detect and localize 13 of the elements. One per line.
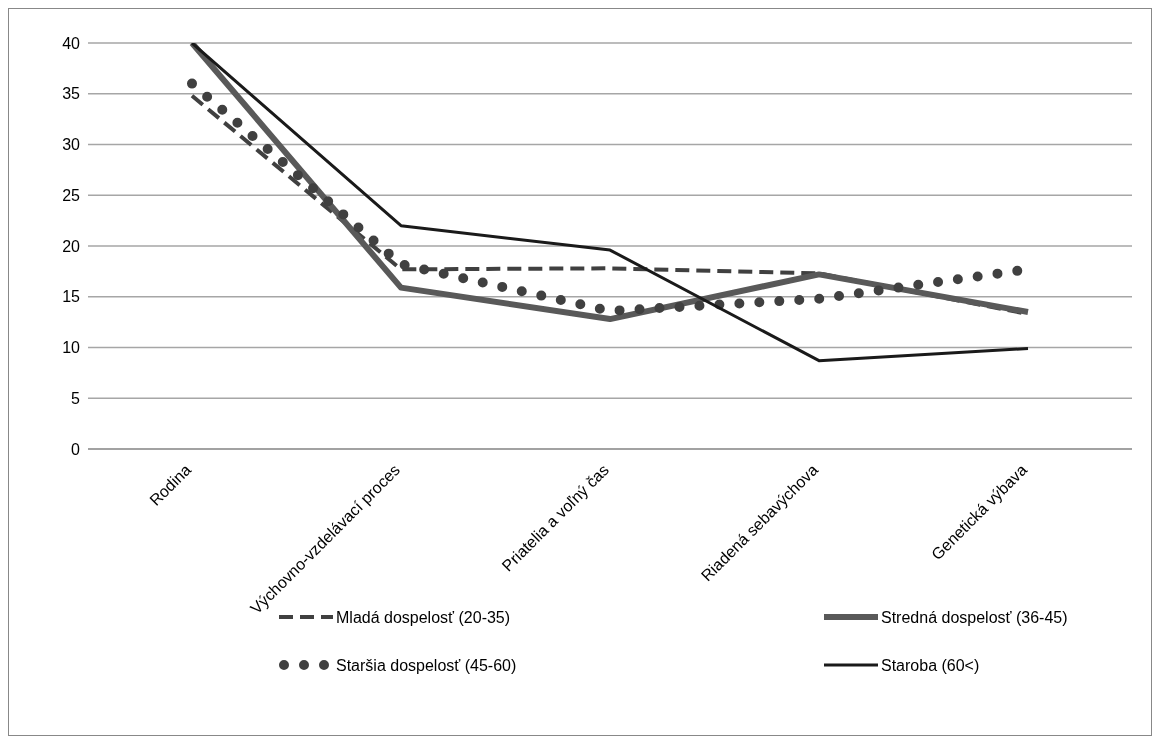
y-tick-label: 40 xyxy=(62,34,81,52)
y-tick-label: 0 xyxy=(71,440,81,458)
legend-label: Mladá dospelosť (20-35) xyxy=(336,608,511,626)
legend-label: Stredná dospelosť (36-45) xyxy=(881,608,1068,626)
legend-label: Staršia dospelosť (45-60) xyxy=(336,656,517,674)
y-tick-label: 5 xyxy=(71,389,81,407)
y-tick-label: 30 xyxy=(62,136,81,154)
y-tick-label: 20 xyxy=(62,237,81,255)
y-tick-label: 35 xyxy=(62,85,81,103)
legend-label: Staroba (60<) xyxy=(881,656,980,674)
y-tick-label: 25 xyxy=(62,186,81,204)
y-tick-label: 15 xyxy=(62,288,81,306)
y-tick-label: 10 xyxy=(62,339,81,357)
